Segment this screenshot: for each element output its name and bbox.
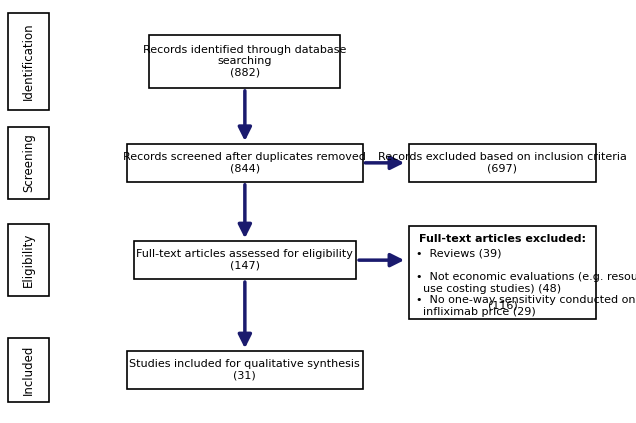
Bar (8, 338, 50, 402)
Bar (8, 127, 50, 199)
Bar (8, 13, 50, 110)
Text: Screening: Screening (22, 133, 35, 192)
Bar (149, 35, 340, 88)
Text: Records identified through database
searching
(882): Records identified through database sear… (143, 45, 347, 78)
Bar (134, 241, 356, 279)
Bar (409, 226, 597, 319)
Bar (409, 144, 597, 182)
Text: Identification: Identification (22, 22, 35, 100)
Bar (127, 144, 363, 182)
Bar (127, 351, 363, 389)
Text: Full-text articles assessed for eligibility
(147): Full-text articles assessed for eligibil… (137, 249, 353, 271)
Text: Eligibility: Eligibility (22, 233, 35, 287)
Text: Included: Included (22, 345, 35, 396)
Text: •  No one-way sensitivity conducted on
  infliximab price (29): • No one-way sensitivity conducted on in… (417, 295, 636, 317)
Bar (8, 224, 50, 296)
Text: •  Not economic evaluations (e.g. resource
  use costing studies) (48): • Not economic evaluations (e.g. resourc… (417, 272, 636, 294)
Text: •  Reviews (39): • Reviews (39) (417, 249, 502, 259)
Text: Records screened after duplicates removed
(844): Records screened after duplicates remove… (123, 152, 366, 174)
Text: Studies included for qualitative synthesis
(31): Studies included for qualitative synthes… (130, 359, 360, 381)
Text: Full-text articles excluded:: Full-text articles excluded: (419, 234, 586, 244)
Text: (116): (116) (488, 301, 517, 311)
Text: Records excluded based on inclusion criteria
(697): Records excluded based on inclusion crit… (378, 152, 627, 174)
